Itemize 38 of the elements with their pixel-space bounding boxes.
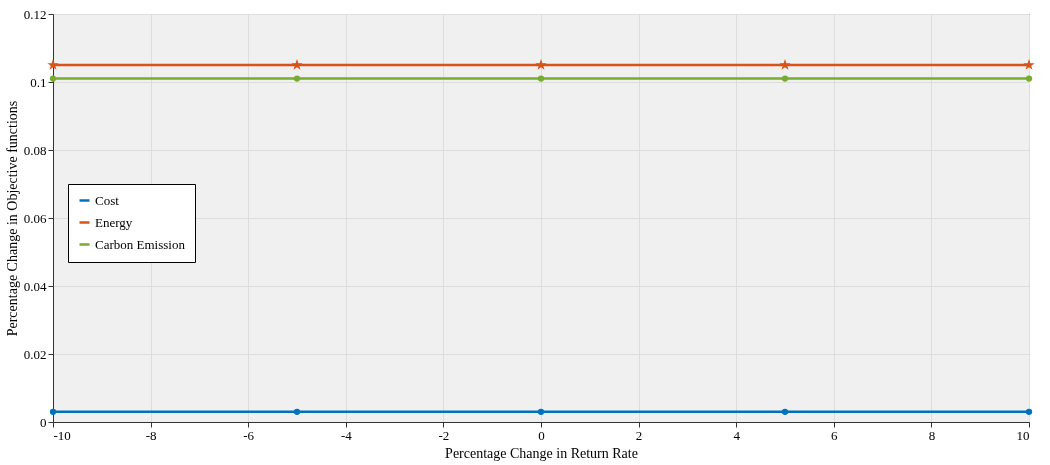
point xyxy=(293,75,301,82)
legend-label: Cost xyxy=(95,192,120,208)
point xyxy=(537,75,545,82)
x-tick-label: 6 xyxy=(831,427,839,443)
legend-label: Energy xyxy=(95,214,133,230)
point xyxy=(779,59,791,70)
x-tick-label: -6 xyxy=(243,427,255,443)
x-tick-label: -10 xyxy=(53,427,71,443)
legend-label: Carbon Emission xyxy=(95,236,186,252)
y-tick-label: 0.12 xyxy=(23,6,47,22)
point xyxy=(535,59,547,70)
point xyxy=(1023,59,1035,70)
x-tick-label: 10 xyxy=(1016,427,1030,443)
y-tick-label: 0.04 xyxy=(23,278,47,294)
x-tick-label: 2 xyxy=(635,427,643,443)
point xyxy=(49,75,57,82)
y-tick-label: 0 xyxy=(40,414,47,430)
point xyxy=(291,59,303,70)
point xyxy=(47,59,59,70)
x-tick-label: -2 xyxy=(438,427,450,443)
point xyxy=(781,408,789,415)
x-tick-label: 0 xyxy=(538,427,545,443)
y-tick-label: 0.06 xyxy=(23,210,47,226)
x-axis-title: Percentage Change in Return Rate xyxy=(445,445,638,461)
y-tick-label: 0.02 xyxy=(23,346,47,362)
point xyxy=(537,408,545,415)
y-tick-label: 0.08 xyxy=(23,142,47,158)
y-axis-title: Percentage Change in Objective functions xyxy=(4,100,20,337)
point xyxy=(293,408,301,415)
x-tick-label: -4 xyxy=(340,427,353,443)
y-tick-label: 0.1 xyxy=(30,74,47,90)
point xyxy=(781,75,789,82)
x-tick-label: 8 xyxy=(928,427,936,443)
x-tick-label: -8 xyxy=(145,427,157,443)
point xyxy=(1025,408,1033,415)
point xyxy=(49,408,57,415)
point xyxy=(1025,75,1033,82)
x-tick-label: 4 xyxy=(733,427,741,443)
